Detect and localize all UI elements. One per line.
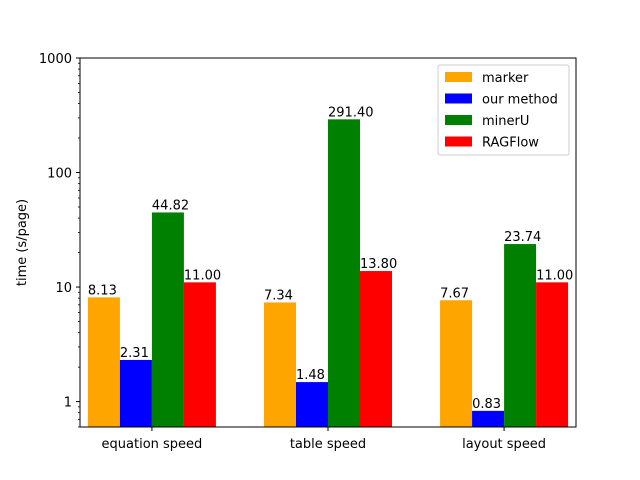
x-tick-label: table speed: [290, 437, 366, 452]
bar: [536, 282, 569, 427]
y-tick-label: 10: [55, 281, 72, 296]
bar: [87, 297, 120, 427]
legend-swatch: [445, 115, 472, 125]
y-axis-label: time (s/page): [15, 199, 30, 286]
x-axis-ticks: equation speed table speed layout speed: [102, 427, 546, 452]
bar: [296, 382, 328, 427]
bar: [328, 119, 360, 428]
bar-value-label: 11.00: [536, 268, 573, 283]
y-tick-label: 100: [47, 167, 72, 182]
legend-label: marker: [482, 71, 529, 86]
bar-value-label: 1.48: [296, 368, 325, 383]
bar: [440, 300, 473, 427]
bar-value-label: 44.82: [152, 198, 189, 213]
bar-value-label: 11.00: [184, 268, 221, 283]
x-tick-label: layout speed: [462, 437, 546, 452]
bar-value-label: 13.80: [360, 257, 397, 272]
bar: [472, 410, 505, 427]
bar: [183, 282, 216, 427]
y-tick-label: 1000: [39, 52, 72, 67]
legend-swatch: [445, 136, 472, 147]
bar: [151, 212, 184, 427]
legend-label: RAGFlow: [482, 136, 539, 151]
bar-value-label: 2.31: [120, 346, 149, 361]
y-axis-ticks: 1 10 100 1000: [39, 52, 80, 428]
y-tick-label: 1: [64, 396, 72, 411]
bar-value-label: 23.74: [504, 230, 541, 245]
data-labels-layer: 8.13 2.31 44.82 11.00 7.34 1.48 291.40 13.80 7.6…: [88, 105, 573, 412]
bars-layer: [87, 119, 569, 428]
legend-swatch: [445, 93, 472, 104]
bar: [119, 359, 152, 427]
legend-label: minerU: [482, 114, 529, 129]
legend-box: [437, 64, 570, 156]
bar: [360, 271, 392, 427]
bar-value-label: 7.67: [440, 286, 469, 301]
bar: [504, 244, 537, 427]
bar-value-label: 7.34: [264, 288, 293, 303]
bar: [264, 302, 296, 427]
legend-label: our method: [482, 93, 558, 108]
bar-value-label: 0.83: [472, 397, 501, 412]
bar-value-label: 8.13: [88, 283, 117, 298]
legend-swatch: [445, 72, 472, 82]
bar-value-label: 291.40: [328, 105, 374, 120]
x-tick-label: equation speed: [102, 437, 203, 452]
legend: marker our method minerU RAGFlow: [437, 64, 570, 156]
